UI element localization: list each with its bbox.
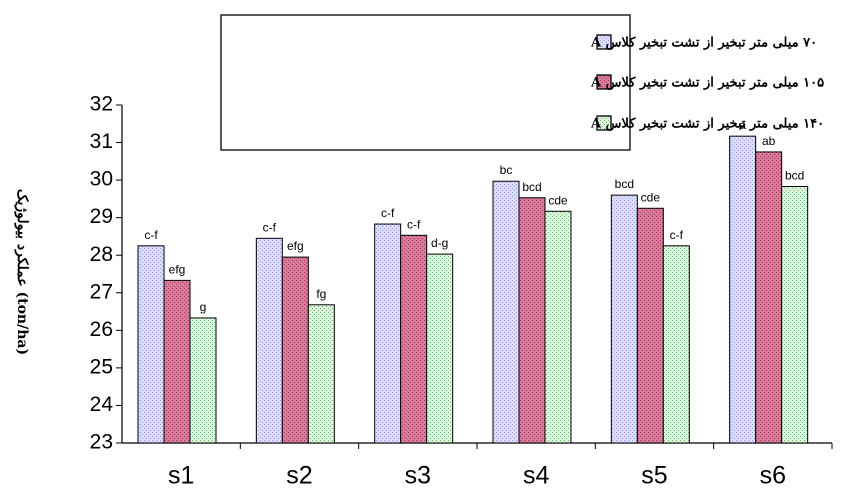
data-label-s1-series-3: g — [200, 300, 207, 314]
y-tick-label: 23 — [90, 431, 113, 454]
legend-label-series-2: ۱۰۵ میلی متر تبخیر از تشت تبخیر کلاس A — [590, 76, 824, 91]
data-label-s1-series-1: c-f — [144, 228, 158, 242]
y-tick-label: 27 — [90, 280, 113, 303]
x-category-label: s5 — [641, 462, 667, 490]
data-label-s2-series-3: fg — [316, 287, 326, 301]
bar-s5-series-1 — [610, 194, 638, 444]
bar-s4-series-2 — [518, 197, 546, 444]
legend-swatch-series-2 — [596, 74, 612, 90]
y-tick-label: 25 — [90, 355, 113, 378]
bar-s4-series-3 — [544, 210, 572, 444]
legend: ۷۰ میلی متر تبخیر از تشت تبخیر کلاس A ۱۰۵… — [220, 14, 824, 151]
data-label-s4-series-2: bcd — [522, 180, 541, 194]
legend-swatch-series-1 — [596, 34, 612, 50]
bar-s2-series-1 — [255, 237, 283, 444]
data-label-s2-series-2: efg — [287, 239, 304, 253]
data-label-s5-series-3: c-f — [670, 228, 684, 242]
x-category-label: s1 — [168, 462, 194, 490]
bar-s5-series-2 — [636, 207, 664, 444]
bar-s5-series-3 — [662, 245, 690, 444]
data-label-s1-series-2: efg — [169, 262, 186, 276]
x-category-label: s6 — [760, 462, 786, 490]
legend-swatch-series-3 — [596, 115, 612, 131]
y-tick-label: 28 — [90, 243, 113, 266]
bar-s6-series-3 — [781, 185, 809, 444]
plot-area: 23 24 25 26 27 28 29 30 31 32 c-f efg g s1 c-f efg fg s2 c… — [90, 93, 833, 490]
bar-s3-series-3 — [426, 253, 454, 444]
data-label-s3-series-2: c-f — [407, 217, 421, 231]
data-label-s6-series-1: a — [739, 118, 746, 132]
data-label-s3-series-3: d-g — [431, 236, 448, 250]
x-category-label: s2 — [286, 462, 312, 490]
y-axis-label: عملکرد بیولوژیک (ton/ha) — [14, 189, 30, 355]
y-tick-label: 26 — [90, 318, 113, 341]
bar-s1-series-1 — [137, 245, 165, 444]
data-label-s6-series-3: bcd — [785, 168, 804, 182]
y-tick-label: 29 — [90, 205, 113, 228]
bar-s1-series-2 — [163, 279, 191, 444]
data-label-s4-series-3: cde — [548, 193, 568, 207]
y-tick-label: 24 — [90, 393, 114, 416]
bar-s2-series-2 — [281, 256, 309, 444]
data-label-s3-series-1: c-f — [381, 206, 395, 220]
bar-s2-series-3 — [307, 304, 335, 444]
bar-s6-series-1 — [729, 135, 757, 444]
bar-s3-series-1 — [374, 223, 402, 444]
legend-box — [220, 14, 631, 151]
y-tick-label: 32 — [90, 93, 113, 116]
legend-label-series-1: ۷۰ میلی متر تبخیر از تشت تبخیر کلاس A — [590, 36, 817, 51]
bar-s3-series-2 — [400, 234, 428, 444]
bar-s1-series-3 — [189, 317, 217, 444]
data-label-s5-series-1: bcd — [615, 177, 634, 191]
bar-s6-series-2 — [755, 151, 783, 444]
legend-label-series-3: ۱۴۰ میلی متر تبخیر از تشت تبخیر کلاس A — [590, 117, 824, 132]
x-category-label: s3 — [405, 462, 431, 490]
x-category-label: s4 — [523, 462, 550, 490]
data-label-s6-series-2: ab — [762, 134, 776, 148]
bar-s4-series-1 — [492, 180, 520, 444]
data-label-s4-series-1: bc — [500, 163, 513, 177]
data-label-s5-series-2: cde — [641, 190, 661, 204]
y-tick-label: 30 — [90, 168, 113, 191]
data-label-s2-series-1: c-f — [263, 220, 277, 234]
y-tick-label: 31 — [90, 130, 113, 153]
